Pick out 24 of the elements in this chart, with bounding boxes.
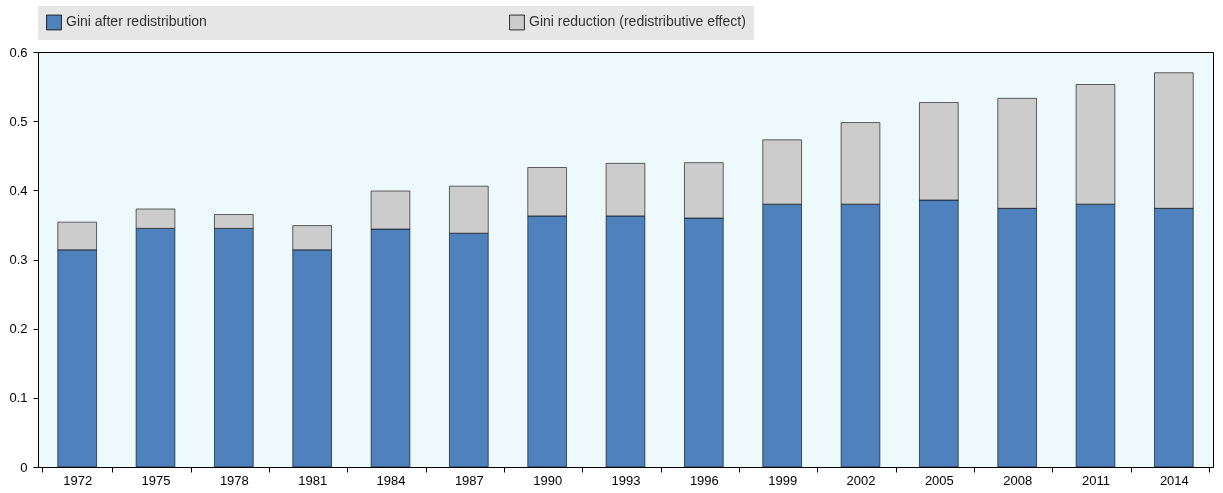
x-tick-label: 2008: [1003, 472, 1033, 488]
x-tick-label: 2014: [1159, 472, 1189, 488]
y-tick-label: 0.4: [9, 182, 28, 198]
x-tick-label: 1990: [533, 472, 563, 488]
x-tick-label: 1996: [689, 472, 719, 488]
y-tick-label: 0.6: [9, 44, 28, 60]
y-tick-label: 0.3: [9, 252, 28, 267]
x-tick-label: 1984: [376, 472, 406, 488]
x-tick-label: 2005: [924, 472, 954, 488]
x-tick-label: 1978: [219, 472, 249, 488]
x-tick-label: 1981: [298, 472, 328, 488]
x-tick-label: 2011: [1082, 472, 1110, 488]
x-tick-label: 1972: [63, 472, 93, 488]
x-tick-label: 1987: [454, 472, 484, 488]
y-tick-label: 0: [20, 459, 28, 475]
y-tick-label: 0.2: [9, 321, 28, 337]
x-tick-label: 2002: [846, 472, 876, 488]
legend-label: Gini reduction (redistributive effect): [529, 13, 746, 30]
x-tick-label: 1975: [141, 472, 171, 488]
legend-label: Gini after redistribution: [66, 13, 207, 30]
x-tick-label: 1993: [611, 472, 641, 488]
y-tick-label: 0.5: [9, 113, 28, 129]
y-tick-label: 0.1: [9, 390, 28, 406]
x-tick-label: 1999: [768, 472, 798, 488]
